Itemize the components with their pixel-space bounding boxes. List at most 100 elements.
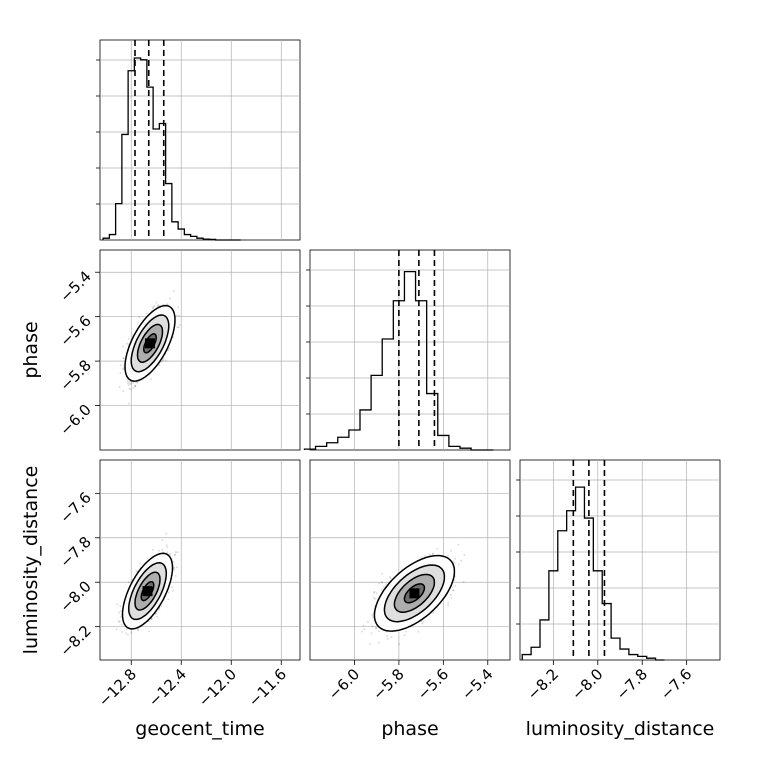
sample-point bbox=[127, 380, 130, 383]
y-tick-label: −5.6 bbox=[56, 312, 94, 350]
sample-point bbox=[457, 543, 460, 546]
histogram-step bbox=[102, 57, 241, 241]
sample-point bbox=[405, 630, 407, 633]
sample-point bbox=[447, 601, 450, 604]
sample-point bbox=[450, 597, 453, 600]
sample-point bbox=[172, 336, 175, 339]
sample-point bbox=[176, 551, 179, 554]
sample-point bbox=[158, 608, 161, 611]
sample-point bbox=[462, 581, 465, 583]
sample-point bbox=[166, 303, 169, 306]
sample-point bbox=[124, 632, 127, 635]
x-tick-label: −8.2 bbox=[524, 665, 562, 703]
x-tick-label: −5.4 bbox=[458, 665, 496, 703]
sample-point bbox=[160, 604, 163, 607]
sample-point bbox=[157, 304, 160, 307]
sample-point bbox=[120, 610, 123, 612]
sample-point bbox=[381, 572, 384, 575]
y-tick-label: −7.6 bbox=[56, 488, 94, 526]
sample-point bbox=[428, 553, 431, 556]
sample-point bbox=[371, 613, 374, 616]
sample-point bbox=[160, 360, 163, 363]
sample-point bbox=[174, 551, 177, 554]
sample-point bbox=[122, 368, 124, 371]
sample-point bbox=[119, 605, 122, 608]
sample-point bbox=[450, 549, 453, 552]
sample-point bbox=[120, 623, 123, 626]
density-peak bbox=[145, 338, 155, 349]
y-tick-label: −5.4 bbox=[56, 267, 94, 305]
histogram-step bbox=[303, 270, 494, 451]
sample-point bbox=[421, 622, 424, 625]
sample-point bbox=[371, 625, 374, 628]
joint-panel-phase-luminosity_distance bbox=[309, 459, 511, 661]
sample-point bbox=[122, 390, 125, 393]
sample-point bbox=[177, 326, 180, 329]
sample-point bbox=[171, 586, 173, 589]
y-tick-label: −7.8 bbox=[56, 533, 94, 571]
x-tick-label: −6.0 bbox=[325, 665, 363, 703]
density-peak bbox=[142, 586, 153, 597]
sample-point bbox=[463, 554, 466, 557]
sample-point bbox=[432, 611, 435, 614]
sample-point bbox=[155, 615, 158, 618]
sample-point bbox=[122, 367, 125, 369]
sample-point bbox=[457, 563, 460, 566]
sample-point bbox=[127, 382, 129, 385]
sample-point bbox=[151, 548, 154, 551]
sample-point bbox=[115, 628, 118, 631]
sample-point bbox=[173, 567, 176, 569]
sample-point bbox=[454, 585, 457, 587]
density-peak bbox=[409, 588, 420, 599]
sample-point bbox=[172, 568, 175, 571]
sample-point bbox=[128, 387, 131, 390]
sample-point bbox=[126, 342, 129, 345]
sample-point bbox=[381, 581, 384, 584]
sample-point bbox=[152, 307, 154, 310]
y-tick-label: −5.8 bbox=[56, 356, 94, 394]
sample-point bbox=[378, 582, 381, 585]
sample-point bbox=[431, 552, 434, 555]
y-axis-label-phase: phase bbox=[20, 321, 42, 378]
sample-point bbox=[167, 598, 170, 601]
sample-point bbox=[165, 532, 168, 535]
sample-point bbox=[375, 627, 378, 630]
sample-point bbox=[150, 378, 152, 381]
sample-point bbox=[127, 384, 130, 387]
sample-point bbox=[176, 566, 178, 569]
sample-point bbox=[377, 630, 380, 633]
sample-point bbox=[130, 631, 133, 634]
sample-point bbox=[164, 359, 167, 362]
sample-point bbox=[422, 620, 425, 623]
sample-point bbox=[372, 596, 375, 599]
sample-point bbox=[119, 364, 122, 367]
sample-point bbox=[129, 382, 132, 385]
sample-point bbox=[460, 559, 463, 562]
sample-point bbox=[119, 372, 122, 375]
sample-point bbox=[173, 553, 176, 556]
sample-point bbox=[137, 321, 139, 324]
joint-panel-geocent_time-luminosity_distance bbox=[99, 459, 301, 661]
panel-frame bbox=[309, 459, 511, 661]
sample-point bbox=[390, 636, 393, 639]
x-tick-label: −5.8 bbox=[369, 665, 407, 703]
sample-point bbox=[125, 628, 128, 631]
sample-point bbox=[145, 312, 148, 315]
sample-point bbox=[451, 586, 454, 589]
sample-point bbox=[134, 385, 137, 387]
sample-point bbox=[128, 402, 130, 405]
sample-point bbox=[165, 544, 168, 547]
sample-point bbox=[166, 551, 169, 554]
sample-point bbox=[452, 560, 455, 563]
sample-point bbox=[375, 592, 378, 595]
x-tick-label: −12.4 bbox=[145, 665, 190, 710]
x-tick-label: −11.6 bbox=[245, 665, 290, 710]
sample-point bbox=[436, 547, 439, 550]
joint-panel-geocent_time-phase bbox=[99, 249, 301, 451]
sample-point bbox=[132, 386, 135, 389]
sample-point bbox=[154, 612, 157, 615]
sample-point bbox=[137, 629, 140, 632]
sample-point bbox=[134, 385, 137, 388]
sample-point bbox=[370, 632, 373, 635]
sample-point bbox=[417, 630, 420, 633]
